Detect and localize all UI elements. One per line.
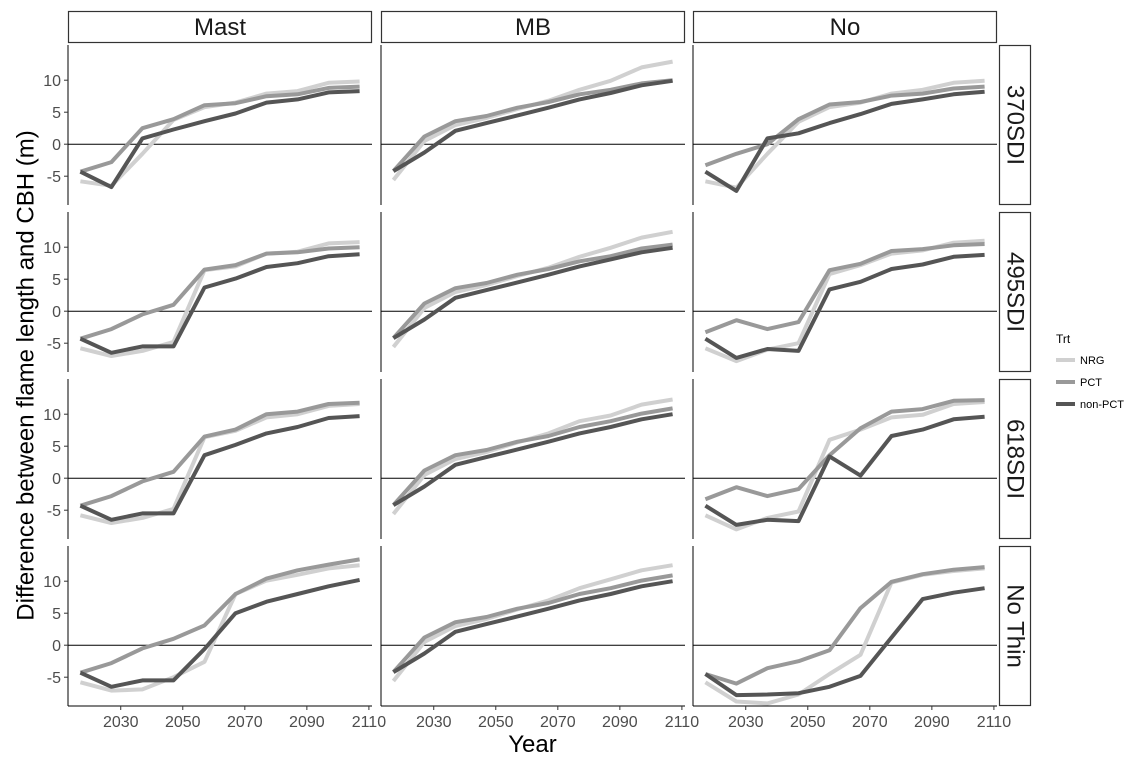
y-tick-label: 10: [43, 73, 61, 90]
strip-row-label-618sdi: 618SDI: [1002, 419, 1029, 499]
series-line-non-pct: [392, 412, 673, 507]
panels-layer: [68, 59, 997, 706]
y-tick-label: -5: [47, 503, 61, 520]
legend-label-non-pct: non-PCT: [1080, 399, 1124, 411]
x-tick-label: 2030: [103, 714, 139, 731]
series-line-pct: [79, 245, 360, 341]
panel-370sdi-mb: [381, 59, 685, 182]
series-line-pct: [704, 84, 985, 168]
series-line-non-pct: [392, 245, 673, 340]
strip-row-label-no-thin: No Thin: [1002, 584, 1029, 668]
series-line-pct: [704, 398, 985, 502]
strip-row-370sdi: [998, 44, 1032, 206]
legend-label-nrg: NRG: [1080, 355, 1104, 367]
strip-col-no: [692, 10, 998, 44]
series-line-nrg: [391, 59, 673, 182]
strip-row-no-thin: [998, 545, 1032, 707]
panel-370sdi-no: [693, 78, 997, 193]
y-tick-label: 10: [43, 407, 61, 424]
y-tick-label: 0: [52, 304, 61, 321]
panel-495sdi-mast: [68, 240, 372, 358]
x-tick-label: 2090: [914, 714, 950, 731]
series-line-non-pct: [704, 89, 985, 193]
panel-495sdi-no: [693, 238, 997, 364]
panel-no-thin-mb: [381, 563, 685, 683]
series-line-pct: [704, 565, 985, 686]
series-line-non-pct: [704, 252, 985, 360]
x-tick-label: 2070: [540, 714, 576, 731]
y-axis-title: Difference between flame length and CBH …: [13, 130, 40, 620]
y-tick-label: 0: [52, 471, 61, 488]
x-tick-label: 2050: [790, 714, 826, 731]
strip-col-label-mast: Mast: [194, 14, 246, 41]
x-tick-label: 2030: [416, 714, 452, 731]
panel-618sdi-mast: [68, 400, 372, 525]
y-tick-label: 10: [43, 240, 61, 257]
panel-no-thin-mast: [68, 557, 372, 693]
series-line-pct: [391, 406, 673, 507]
strip-row-label-495sdi: 495SDI: [1002, 252, 1029, 332]
series-line-pct: [704, 242, 985, 335]
axes-layer: -5 0 5 10 -5 0 5 10 -5 0 5 10 -5 0 5 10 2030 2050 2070 2090…: [43, 45, 1011, 731]
strip-col-label-no: No: [830, 14, 861, 41]
x-axis-title: Year: [508, 731, 557, 758]
series-line-non-pct: [79, 414, 360, 522]
x-tick-label: 2050: [165, 714, 201, 731]
y-tick-label: 0: [52, 137, 61, 154]
series-line-pct: [391, 78, 673, 173]
strips-layer: Mast MB No 370SDI 495SDI 618SDI No Thin: [67, 10, 1032, 707]
series-line-non-pct: [79, 252, 360, 355]
strip-col-label-mb: MB: [515, 14, 551, 41]
y-tick-label: 0: [52, 638, 61, 655]
y-tick-label: 5: [52, 439, 61, 456]
series-line-non-pct: [392, 579, 673, 674]
x-tick-label: 2050: [478, 714, 514, 731]
strip-row-618sdi: [998, 378, 1032, 540]
x-tick-label: 2110: [665, 714, 700, 731]
legend: Trt NRG PCT non-PCT: [1056, 332, 1124, 411]
x-tick-label: 2030: [728, 714, 764, 731]
y-tick-label: 5: [52, 272, 61, 289]
x-tick-label: 2070: [227, 714, 263, 731]
panel-618sdi-mb: [381, 397, 685, 516]
strip-row-label-370sdi: 370SDI: [1002, 85, 1029, 165]
x-tick-label: 2090: [602, 714, 638, 731]
x-tick-label: 2110: [977, 714, 1012, 731]
series-line-pct: [79, 84, 360, 174]
strip-row-495sdi: [998, 211, 1032, 373]
series-line-non-pct: [79, 577, 361, 689]
series-line-pct: [391, 242, 673, 340]
strip-col-mast: [67, 10, 373, 44]
panel-370sdi-mast: [68, 79, 372, 190]
series-line-pct: [391, 573, 673, 674]
series-line-non-pct: [704, 414, 985, 527]
series-line-non-pct: [704, 586, 985, 698]
legend-label-pct: PCT: [1080, 377, 1102, 389]
series-line-pct: [79, 400, 360, 508]
series-line-non-pct: [79, 89, 360, 190]
y-tick-label: -5: [47, 169, 61, 186]
legend-title: Trt: [1056, 332, 1071, 346]
y-tick-label: -5: [47, 336, 61, 353]
x-tick-label: 2070: [852, 714, 888, 731]
x-tick-label: 2090: [289, 714, 325, 731]
series-line-nrg: [391, 229, 673, 349]
series-line-non-pct: [392, 78, 673, 173]
y-tick-label: -5: [47, 670, 61, 687]
y-tick-label: 5: [52, 105, 61, 122]
series-line-nrg: [79, 563, 360, 693]
series-line-pct: [79, 557, 360, 675]
y-tick-label: 10: [43, 574, 61, 591]
panel-618sdi-no: [693, 398, 997, 532]
panel-no-thin-no: [693, 565, 997, 706]
panel-495sdi-mb: [381, 229, 685, 349]
y-tick-label: 5: [52, 606, 61, 623]
x-tick-label: 2110: [352, 714, 387, 731]
strip-col-mb: [380, 10, 686, 44]
